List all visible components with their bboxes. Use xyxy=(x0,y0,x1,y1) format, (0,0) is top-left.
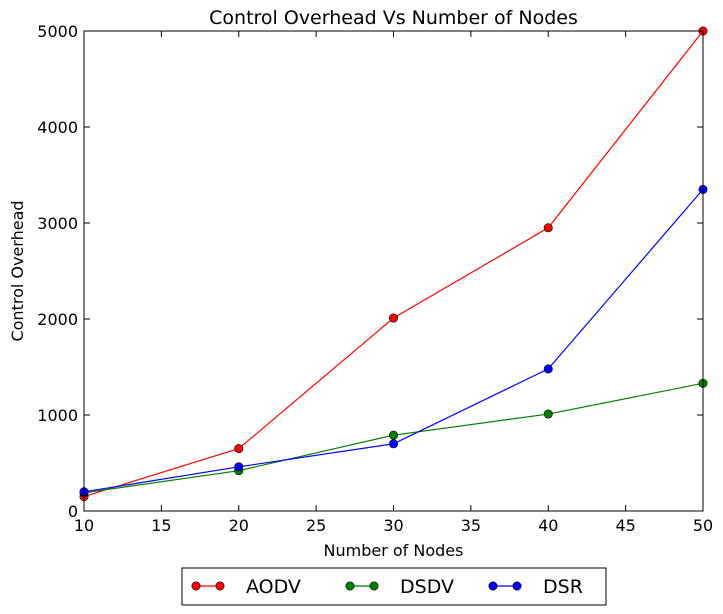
legend-marker-dsr xyxy=(512,581,522,591)
series-aodv xyxy=(79,26,708,502)
y-tick-label: 3000 xyxy=(37,214,78,233)
x-tick-label: 45 xyxy=(615,516,635,535)
series-dsr xyxy=(79,184,708,497)
y-tick-label: 0 xyxy=(68,502,78,521)
data-point-dsdv xyxy=(388,430,398,440)
legend-entry-aodv: AODV xyxy=(191,576,301,598)
legend-marker-aodv xyxy=(215,581,225,591)
legend: AODV DSDV DSR xyxy=(181,567,607,606)
y-tick-label: 4000 xyxy=(37,118,78,137)
x-axis-label: Number of Nodes xyxy=(324,541,464,560)
data-point-aodv xyxy=(543,223,553,233)
x-tick-label: 35 xyxy=(461,516,481,535)
series-line-aodv xyxy=(83,30,704,498)
legend-label-dsdv: DSDV xyxy=(400,576,454,598)
data-point-aodv xyxy=(388,313,398,323)
chart-title: Control Overhead Vs Number of Nodes xyxy=(209,7,578,29)
x-tick-label: 20 xyxy=(229,516,249,535)
x-tick-label: 30 xyxy=(383,516,403,535)
legend-entry-dsr: DSR xyxy=(488,576,583,598)
legend-marker-aodv xyxy=(191,581,201,591)
series-layer xyxy=(79,26,708,502)
series-dsdv xyxy=(79,378,708,498)
legend-label-dsr: DSR xyxy=(543,576,583,598)
legend-marker-dsdv xyxy=(369,581,379,591)
x-tick-label: 15 xyxy=(151,516,171,535)
data-point-dsr xyxy=(543,364,553,374)
legend-box xyxy=(181,567,607,606)
legend-label-aodv: AODV xyxy=(246,576,301,598)
x-tick-label: 50 xyxy=(693,516,713,535)
data-point-dsr xyxy=(234,462,244,472)
legend-marker-dsr xyxy=(488,581,498,591)
y-tick-label: 2000 xyxy=(37,310,78,329)
data-point-dsr xyxy=(388,439,398,449)
y-tick-label: 5000 xyxy=(37,22,78,41)
x-tick-label: 10 xyxy=(74,516,94,535)
y-axis-label: Control Overhead xyxy=(8,200,27,341)
x-tick-label: 40 xyxy=(538,516,558,535)
x-tick-label: 25 xyxy=(306,516,326,535)
axis-ticks: 10 15 20 25 30 35 40 45 50 0 1000 2000 3000 4000 5000 xyxy=(37,22,713,535)
y-tick-label: 1000 xyxy=(37,406,78,425)
data-point-aodv xyxy=(234,444,244,454)
data-point-dsdv xyxy=(543,409,553,419)
legend-entry-dsdv: DSDV xyxy=(345,576,454,598)
legend-marker-dsdv xyxy=(345,581,355,591)
